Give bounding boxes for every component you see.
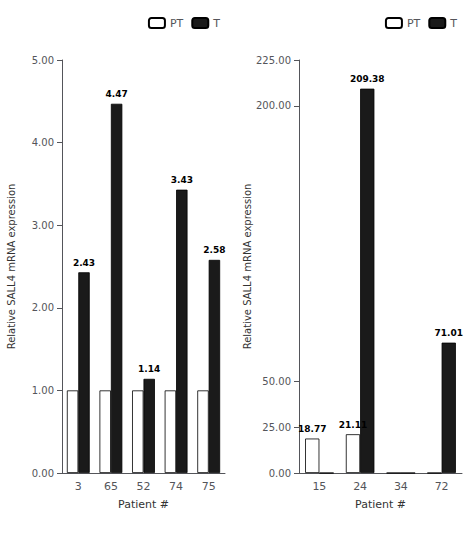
svg-text:4.47: 4.47 — [105, 89, 127, 99]
svg-text:0.00: 0.00 — [269, 468, 291, 479]
svg-text:24: 24 — [353, 480, 367, 493]
svg-text:T: T — [212, 17, 220, 30]
svg-text:75: 75 — [202, 480, 216, 493]
svg-text:21.11: 21.11 — [339, 420, 367, 430]
svg-text:1.14: 1.14 — [138, 364, 160, 374]
svg-text:2.00: 2.00 — [32, 302, 54, 313]
svg-text:71.01: 71.01 — [435, 328, 463, 338]
svg-text:74: 74 — [169, 480, 183, 493]
svg-text:65: 65 — [104, 480, 118, 493]
svg-text:2.43: 2.43 — [73, 258, 95, 268]
svg-text:0.00: 0.00 — [32, 468, 54, 479]
svg-text:3.00: 3.00 — [32, 220, 54, 231]
svg-text:25.00: 25.00 — [262, 422, 291, 433]
svg-text:209.38: 209.38 — [350, 74, 385, 84]
svg-text:52: 52 — [137, 480, 151, 493]
svg-text:34: 34 — [394, 480, 408, 493]
svg-text:18.77: 18.77 — [298, 424, 326, 434]
svg-text:3.43: 3.43 — [171, 175, 193, 185]
svg-text:Relative SALL4 mRNA expression: Relative SALL4 mRNA expression — [6, 184, 17, 350]
svg-text:15: 15 — [312, 480, 326, 493]
svg-text:5.00: 5.00 — [32, 55, 54, 66]
svg-text:PT: PT — [170, 17, 184, 30]
svg-text:T: T — [449, 17, 457, 30]
svg-text:225.00: 225.00 — [256, 55, 291, 66]
svg-text:200.00: 200.00 — [256, 100, 291, 111]
svg-text:4.00: 4.00 — [32, 137, 54, 148]
svg-text:Patient #: Patient # — [118, 498, 169, 511]
svg-text:1.00: 1.00 — [32, 385, 54, 396]
svg-text:Patient #: Patient # — [355, 498, 406, 511]
svg-text:50.00: 50.00 — [262, 376, 291, 387]
svg-text:3: 3 — [75, 480, 82, 493]
svg-text:2.58: 2.58 — [203, 245, 225, 255]
svg-text:PT: PT — [407, 17, 421, 30]
svg-text:72: 72 — [435, 480, 449, 493]
svg-text:Relative SALL4 mRNA expression: Relative SALL4 mRNA expression — [242, 184, 253, 350]
